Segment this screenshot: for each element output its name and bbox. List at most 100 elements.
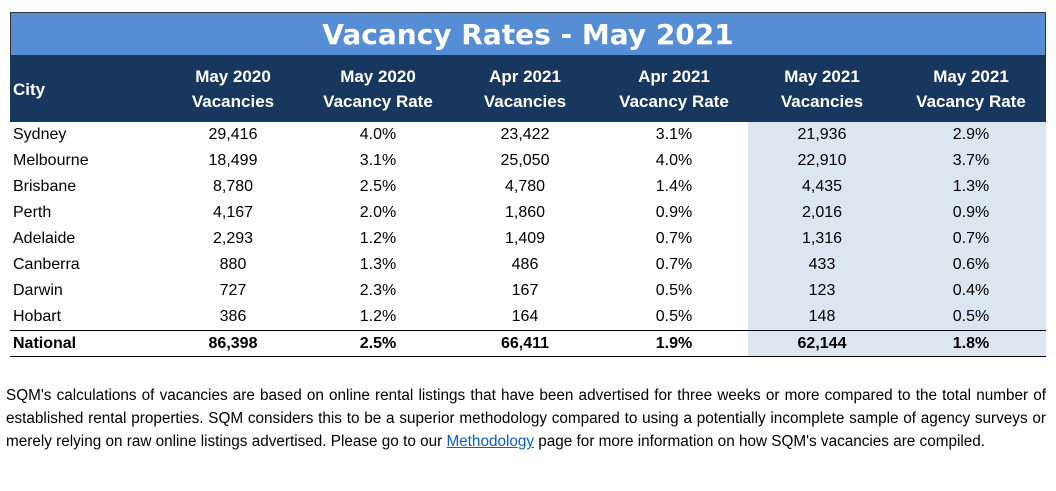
vacancy-table: City May 2020 Vacancies May 2020 Vacancy Rat… [10, 56, 1046, 357]
cell: 1,409 [504, 230, 546, 247]
cell: 4.0% [655, 152, 693, 169]
cell: 3.1% [655, 126, 693, 143]
header-text: City [13, 79, 46, 99]
header-text: Vacancy Rate [916, 92, 1026, 111]
cell: Perth [13, 204, 52, 221]
table-wrap: Vacancy Rates - May 2021 City May 2020 Vac… [10, 12, 1046, 357]
data-row: Perth 4,167 2.0% 1,860 0.9% 2,016 0.9% [10, 200, 1046, 226]
footnote-text: page for more information on how SQM's v… [538, 433, 986, 450]
cell: 4,167 [212, 204, 254, 221]
cell: 880 [219, 256, 247, 273]
cell: Melbourne [13, 152, 89, 169]
footnote-text: SQM's calculations of vacancies are base… [6, 387, 1046, 450]
header-text: Vacancies [483, 92, 567, 111]
cell: 22,910 [748, 148, 896, 174]
cell: 23,422 [500, 126, 550, 143]
cell: 433 [748, 252, 896, 278]
cell: Darwin [13, 282, 63, 299]
header-text: Vacancies [780, 92, 864, 111]
cell: 1.2% [359, 308, 397, 325]
cell: 167 [511, 282, 539, 299]
cell: 21,936 [748, 122, 896, 148]
cell: 4,435 [748, 174, 896, 200]
header-cell: May 2021 Vacancies [748, 56, 896, 122]
cell: 2.5% [359, 178, 397, 195]
cell: 0.4% [896, 278, 1046, 304]
cell: 1,860 [504, 204, 546, 221]
header-cell: Apr 2021 Vacancies [450, 56, 600, 122]
cell: 727 [219, 282, 247, 299]
cell: 18,499 [208, 152, 258, 169]
data-row: Hobart 386 1.2% 164 0.5% 148 0.5% [10, 304, 1046, 331]
cell: Brisbane [13, 178, 77, 195]
cell: 0.5% [655, 308, 693, 325]
table-body: Sydney 29,416 4.0% 23,422 3.1% 21,936 2.9% Melb… [10, 122, 1046, 357]
header-cell: May 2020 Vacancies [160, 56, 306, 122]
cell: 1.4% [655, 178, 693, 195]
header-text: Apr 2021 [638, 67, 710, 86]
cell: 1.9% [600, 330, 748, 357]
cell: 62,144 [748, 330, 896, 357]
cell: 4,780 [504, 178, 546, 195]
data-row: Brisbane 8,780 2.5% 4,780 1.4% 4,435 1.3% [10, 174, 1046, 200]
cell: 3.7% [896, 148, 1046, 174]
cell: 0.5% [896, 304, 1046, 331]
cell: 123 [748, 278, 896, 304]
table-title: Vacancy Rates - May 2021 [10, 12, 1046, 56]
cell: 386 [219, 308, 247, 325]
cell: 148 [748, 304, 896, 331]
header-text: Vacancies [191, 92, 275, 111]
total-row: National 86,398 2.5% 66,411 1.9% 62,144 1.8% [10, 330, 1046, 357]
cell: 0.9% [896, 200, 1046, 226]
cell: 8,780 [212, 178, 254, 195]
cell: Sydney [13, 126, 67, 143]
header-text: May 2021 [933, 67, 1009, 86]
cell: 0.9% [655, 204, 693, 221]
cell: 1.3% [896, 174, 1046, 200]
header-cell: Apr 2021 Vacancy Rate [600, 56, 748, 122]
cell: Canberra [13, 256, 80, 273]
cell: 0.7% [896, 226, 1046, 252]
cell: 0.7% [655, 256, 693, 273]
cell: 2.9% [896, 122, 1046, 148]
cell: 2,293 [212, 230, 254, 247]
cell: 29,416 [208, 126, 258, 143]
cell: 2,016 [748, 200, 896, 226]
cell: 66,411 [450, 330, 600, 357]
cell: Hobart [13, 308, 62, 325]
cell: 4.0% [359, 126, 397, 143]
cell: Adelaide [13, 230, 76, 247]
data-row: Sydney 29,416 4.0% 23,422 3.1% 21,936 2.9% [10, 122, 1046, 148]
data-row: Adelaide 2,293 1.2% 1,409 0.7% 1,316 0.7% [10, 226, 1046, 252]
header-row: City May 2020 Vacancies May 2020 Vacancy Rat… [10, 56, 1046, 122]
header-text: May 2020 [340, 67, 416, 86]
header-text: Vacancy Rate [619, 92, 729, 111]
data-row: Canberra 880 1.3% 486 0.7% 433 0.6% [10, 252, 1046, 278]
cell: 0.7% [655, 230, 693, 247]
cell: 2.5% [306, 330, 450, 357]
cell: 0.6% [896, 252, 1046, 278]
cell: 0.5% [655, 282, 693, 299]
header-text: Vacancy Rate [323, 92, 433, 111]
header-text: May 2020 [195, 67, 271, 86]
header-text: Apr 2021 [489, 67, 561, 86]
cell: 1.2% [359, 230, 397, 247]
cell: 1.8% [896, 330, 1046, 357]
cell: 2.3% [359, 282, 397, 299]
data-row: Melbourne 18,499 3.1% 25,050 4.0% 22,910 3.7% [10, 148, 1046, 174]
header-text: May 2021 [784, 67, 860, 86]
cell: 86,398 [160, 330, 306, 357]
cell: 1,316 [748, 226, 896, 252]
header-cell: May 2020 Vacancy Rate [306, 56, 450, 122]
cell: 2.0% [359, 204, 397, 221]
cell: 164 [511, 308, 539, 325]
cell: 1.3% [359, 256, 397, 273]
methodology-link[interactable]: Methodology [446, 433, 535, 450]
cell: 3.1% [359, 152, 397, 169]
header-cell: City [10, 56, 160, 122]
data-row: Darwin 727 2.3% 167 0.5% 123 0.4% [10, 278, 1046, 304]
footnote: SQM's calculations of vacancies are base… [6, 384, 1046, 453]
cell: 25,050 [500, 152, 550, 169]
header-cell: May 2021 Vacancy Rate [896, 56, 1046, 122]
